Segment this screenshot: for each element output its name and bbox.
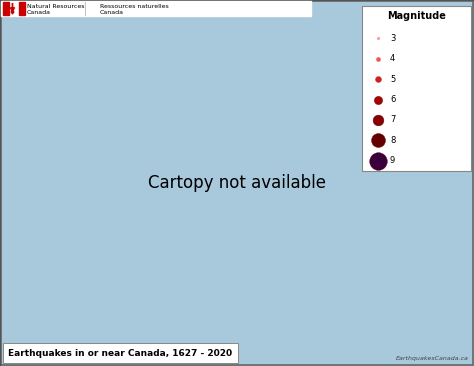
Text: Ressources naturelles: Ressources naturelles — [100, 4, 169, 8]
Bar — [19, 2, 25, 15]
Point — [374, 35, 382, 41]
Text: 3: 3 — [390, 34, 395, 43]
Point — [374, 56, 382, 61]
Text: 4: 4 — [390, 54, 395, 63]
Point — [374, 158, 382, 164]
Bar — [3, 2, 9, 15]
Text: Earthquakes in or near Canada, 1627 - 2020: Earthquakes in or near Canada, 1627 - 20… — [8, 348, 232, 358]
Bar — [3, 2, 25, 15]
Text: 9: 9 — [390, 156, 395, 165]
Text: Canada: Canada — [27, 10, 51, 15]
Point — [374, 76, 382, 82]
Text: Natural Resources: Natural Resources — [27, 4, 84, 8]
Bar — [1, 1, 311, 16]
Text: 8: 8 — [390, 136, 395, 145]
Point — [374, 137, 382, 143]
Text: Magnitude: Magnitude — [387, 11, 446, 21]
Point — [374, 97, 382, 102]
Bar — [362, 6, 471, 171]
Polygon shape — [10, 3, 15, 14]
Text: 7: 7 — [390, 115, 395, 124]
Point — [374, 117, 382, 123]
Text: Canada: Canada — [100, 10, 124, 15]
Text: EarthquakesCanada.ca: EarthquakesCanada.ca — [396, 356, 469, 361]
Text: 6: 6 — [390, 95, 395, 104]
Text: 5: 5 — [390, 75, 395, 83]
Text: Cartopy not available: Cartopy not available — [148, 174, 326, 192]
Bar — [3, 343, 238, 363]
